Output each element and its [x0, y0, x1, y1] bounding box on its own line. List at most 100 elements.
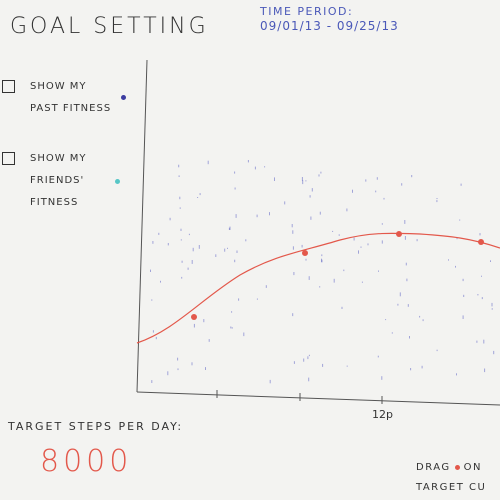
scatter-dot	[421, 365, 423, 369]
scatter-dot	[293, 361, 295, 364]
scatter-dot	[198, 245, 200, 249]
scatter-dot	[208, 339, 210, 342]
scatter-dot	[456, 237, 458, 240]
curve-handle-2[interactable]	[302, 250, 308, 256]
scatter-dot	[181, 276, 183, 279]
scatter-dot	[462, 315, 464, 319]
scatter-dot	[385, 319, 387, 321]
scatter-dot	[321, 259, 323, 263]
past-fitness-label-line-1: Show my	[30, 81, 87, 92]
scatter-dot	[360, 246, 362, 248]
scatter-dot	[155, 336, 157, 340]
scatter-dot	[234, 187, 236, 190]
scatter-dot	[343, 269, 345, 272]
scatter-dot	[151, 380, 153, 383]
scatter-dot	[193, 323, 195, 328]
scatter-dot	[224, 248, 226, 252]
scatter-dot	[247, 160, 249, 163]
y-axis	[136, 59, 148, 393]
scatter-dot	[207, 160, 209, 165]
scatter-dot	[401, 183, 403, 186]
scatter-dot	[181, 260, 183, 263]
friends-fitness-label-line-3: Fitness	[30, 197, 79, 208]
scatter-dot	[378, 270, 379, 272]
scatter-dot	[309, 195, 311, 198]
scatter-dot	[254, 166, 256, 170]
scatter-dot	[307, 356, 309, 360]
scatter-dot	[305, 180, 307, 182]
scatter-dot	[231, 327, 233, 329]
scatter-dot	[397, 303, 399, 306]
scatter-dot	[229, 226, 231, 230]
time-period: Time Period: 09/01/13 - 09/25/13	[260, 4, 399, 34]
friends-fitness-checkbox[interactable]	[2, 152, 15, 165]
scatter-dot	[332, 230, 334, 232]
scatter-dot	[152, 241, 154, 244]
friends-fitness-label-line-1: Show my	[30, 153, 87, 164]
scatter-dot	[301, 177, 303, 181]
scatter-dot	[227, 247, 228, 249]
curve-handle-4[interactable]	[478, 239, 484, 245]
scatter-dot	[490, 260, 491, 262]
drag-hint-line-2: Target Cu	[416, 482, 487, 493]
scatter-dot	[236, 250, 238, 253]
scatter-dot	[341, 306, 343, 309]
scatter-dot	[203, 319, 205, 323]
option-friends-fitness[interactable]: Show my Friends' Fitness	[2, 148, 142, 223]
scatter-dot	[491, 308, 493, 310]
scatter-dot	[320, 171, 322, 174]
curve-handle-3[interactable]	[396, 231, 402, 237]
scatter-dot	[191, 362, 193, 366]
scatter-dot	[302, 180, 304, 185]
friends-fitness-label-line-2: Friends'	[30, 175, 85, 186]
scatter-dot	[493, 350, 495, 355]
scatter-dot	[322, 363, 324, 367]
scatter-dot	[167, 243, 169, 246]
curve-handle-1[interactable]	[191, 314, 197, 320]
scatter-dot	[318, 174, 320, 177]
scatter-dot	[158, 232, 160, 235]
scatter-dot	[180, 228, 182, 231]
scatter-dot	[319, 286, 321, 288]
scatter-dot	[178, 175, 180, 177]
scatter-dot	[235, 214, 237, 218]
scatter-dot	[377, 355, 379, 358]
scatter-points	[150, 160, 495, 384]
scatter-dot	[205, 367, 206, 370]
scatter-dot	[152, 330, 154, 333]
target-curve	[136, 232, 500, 344]
scatter-dot	[321, 254, 323, 257]
scatter-dot	[484, 368, 486, 373]
scatter-dot	[151, 299, 153, 301]
scatter-dot	[456, 373, 457, 376]
scatter-dot	[215, 254, 217, 257]
past-fitness-label: Show my Past Fitness	[30, 76, 111, 120]
scatter-dot	[308, 276, 310, 280]
target-steps-value[interactable]: 8000	[40, 444, 133, 479]
scatter-dot	[483, 339, 485, 344]
scatter-dot	[406, 278, 408, 282]
scatter-dot	[234, 259, 236, 263]
scatter-dot	[177, 357, 179, 361]
scatter-dot	[187, 267, 189, 270]
scatter-dot	[308, 354, 310, 357]
red-dot-icon	[454, 464, 460, 470]
scatter-dot	[160, 280, 161, 283]
scatter-dot	[264, 166, 266, 168]
past-fitness-checkbox[interactable]	[2, 80, 15, 93]
scatter-dot	[245, 239, 247, 242]
option-past-fitness[interactable]: Show my Past Fitness	[2, 76, 142, 126]
scatter-dot	[459, 219, 461, 221]
scatter-dot	[352, 189, 353, 193]
scatter-dot	[308, 377, 310, 382]
scatter-dot	[192, 247, 194, 252]
scatter-dot	[311, 188, 313, 192]
friends-fitness-color-dot	[115, 179, 120, 184]
scatter-dot	[405, 262, 407, 266]
scatter-dot	[150, 269, 151, 272]
scatter-dot	[419, 315, 421, 318]
target-steps-label: Target steps per day:	[8, 420, 184, 433]
time-period-range[interactable]: 09/01/13 - 09/25/13	[260, 19, 399, 33]
scatter-dot	[303, 358, 305, 362]
